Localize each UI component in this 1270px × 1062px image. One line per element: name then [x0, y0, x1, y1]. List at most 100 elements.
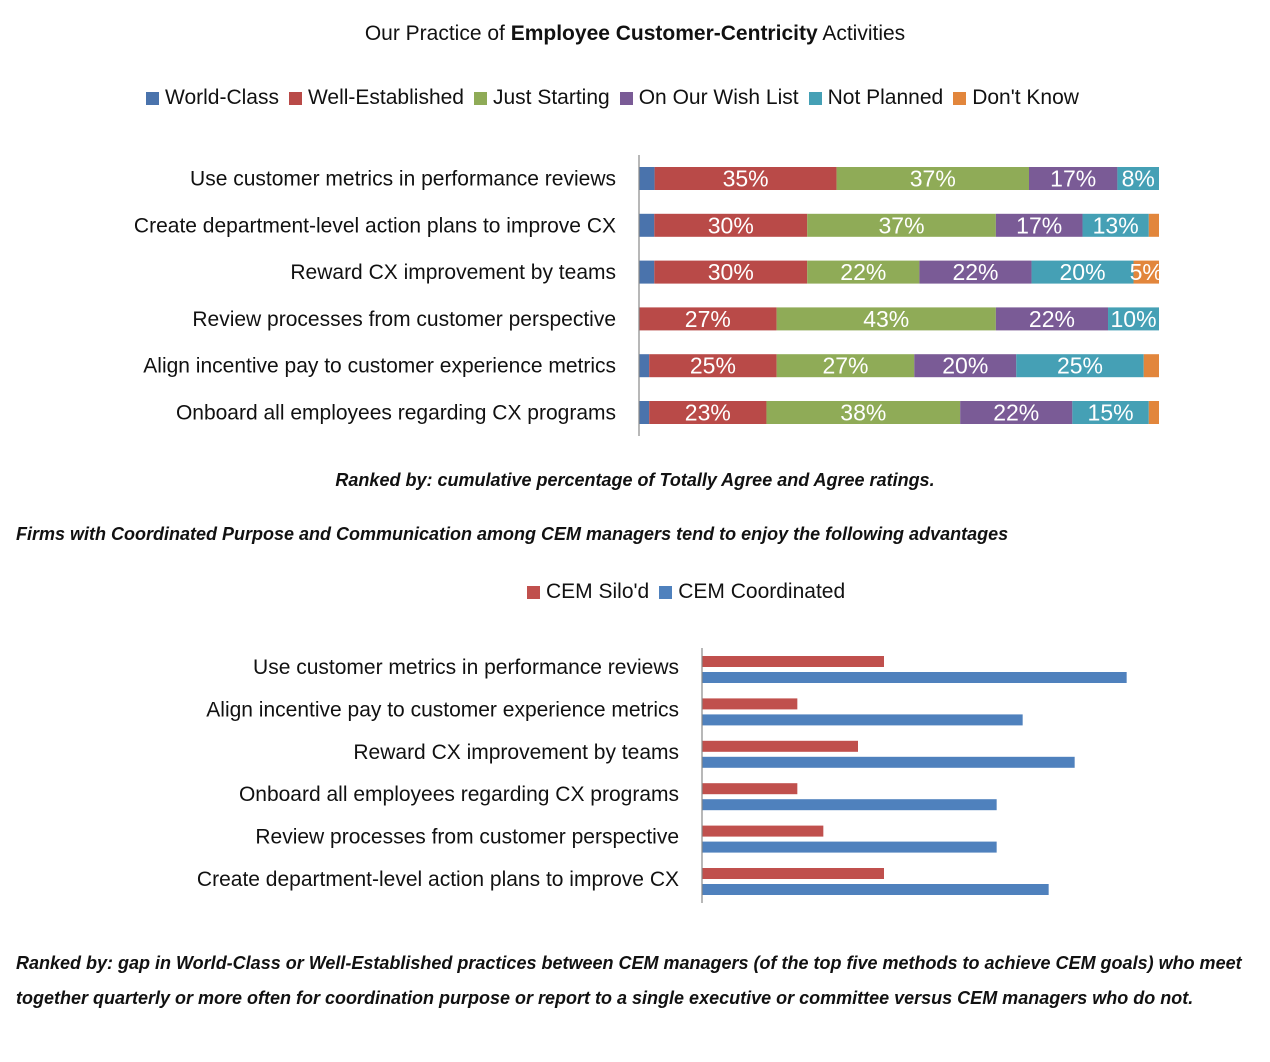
- legend-swatch: [146, 91, 159, 105]
- chart1-bar-segment-don-t-know: [1133, 260, 1159, 284]
- legend-label: CEM Coordinated: [678, 580, 846, 603]
- chart2-category-label: Review processes from customer perspecti…: [255, 826, 679, 849]
- chart1-data-label: 17%: [1050, 166, 1096, 192]
- chart1-bar-segment-well-established: [649, 401, 767, 424]
- chart1-data-label: 30%: [708, 259, 754, 285]
- chart1-data-label: 22%: [952, 259, 998, 285]
- chart2-bar-cem-coordinated: [702, 884, 1049, 895]
- legend-label: On Our Wish List: [638, 86, 799, 109]
- legend-item-well-established: Well-Established: [288, 86, 464, 110]
- legend-item-not-planned: Not Planned: [808, 86, 944, 110]
- chart2-bar-cem-silo-d: [702, 825, 824, 837]
- chart2-legend: CEM Silo'd CEM Coordinated: [527, 580, 855, 604]
- chart1-bar-segment-world-class: [639, 213, 655, 237]
- chart1-data-label: 27%: [822, 353, 868, 379]
- chart2-bar-cem-coordinated: [702, 841, 997, 853]
- chart1-data-label: 30%: [708, 212, 754, 238]
- chart1-bar-segment-don-t-know: [1148, 213, 1159, 237]
- chart1-data-label: 37%: [879, 212, 925, 238]
- chart1-title-bold: Employee Customer-Centricity: [510, 22, 818, 45]
- legend-item-on-our-wish-list: On Our Wish List: [619, 86, 799, 110]
- chart2-bar-cem-silo-d: [702, 740, 858, 752]
- chart1-bar-segment-on-our-wish-list: [995, 213, 1083, 237]
- chart1-data-label: 22%: [1029, 306, 1075, 332]
- chart1-bar-segment-don-t-know: [1143, 354, 1159, 378]
- chart1-data-label: 22%: [840, 259, 886, 285]
- legend-item-world-class: World-Class: [146, 86, 279, 110]
- legend-label: Just Starting: [492, 86, 610, 109]
- chart1-title: Our Practice of Employee Customer-Centri…: [0, 22, 1270, 46]
- chart1-bar-segment-on-our-wish-list: [1029, 167, 1118, 190]
- chart1-bar-segment-world-class: [639, 401, 650, 424]
- chart1-data-label: 38%: [840, 400, 886, 426]
- chart1-bar-segment-just-starting: [766, 401, 961, 424]
- chart1-bar-segment-on-our-wish-list: [995, 307, 1109, 331]
- chart1-bar-segment-on-our-wish-list: [919, 260, 1032, 284]
- legend-label: Not Planned: [827, 86, 944, 109]
- chart1-bar-segment-well-established: [654, 167, 837, 190]
- legend-swatch: [619, 91, 633, 105]
- chart2-category-label: Create department-level action plans to …: [197, 868, 679, 891]
- chart1-category-label: Create department-level action plans to …: [134, 214, 616, 237]
- chart1-ranking-note: Ranked by: cumulative percentage of Tota…: [335, 470, 935, 490]
- chart1-data-label: 10%: [1110, 306, 1156, 332]
- chart1-bar-segment-don-t-know: [1148, 401, 1159, 424]
- chart1-title-prefix: Our Practice of: [364, 22, 511, 45]
- legend-label: World-Class: [165, 86, 279, 109]
- chart1-data-label: 37%: [910, 166, 956, 192]
- legend-label: CEM Silo'd: [546, 580, 650, 603]
- chart1-data-label: 43%: [863, 306, 909, 332]
- legend-label: Well-Established: [307, 86, 464, 109]
- chart1-data-label: 5%: [1130, 259, 1163, 285]
- chart1-bar-segment-just-starting: [807, 213, 996, 237]
- chart1-category-label: Align incentive pay to customer experien…: [143, 355, 616, 378]
- chart1-category-label: Use customer metrics in performance revi…: [190, 168, 616, 191]
- chart2-bar-cem-coordinated: [702, 799, 997, 811]
- legend-swatch: [527, 585, 540, 599]
- chart1-data-label: 17%: [1016, 212, 1062, 238]
- chart2-bar-cem-coordinated: [702, 756, 1075, 768]
- chart2-category-label: Use customer metrics in performance revi…: [253, 656, 679, 679]
- chart1-data-label: 25%: [1057, 353, 1103, 379]
- chart1-data-label: 23%: [685, 400, 731, 426]
- chart1-category-label: Reward CX improvement by teams: [290, 261, 616, 284]
- chart1-bar-segment-not-planned: [1072, 401, 1149, 424]
- chart1-bar-segment-not-planned: [1082, 213, 1149, 237]
- legend-swatch: [808, 91, 822, 105]
- chart2-category-label: Align incentive pay to customer experien…: [206, 698, 679, 721]
- chart1-bar-segment-world-class: [639, 354, 650, 378]
- chart1-data-label: 20%: [942, 353, 988, 379]
- chart1-bar-segment-world-class: [639, 167, 655, 190]
- legend-item-just-starting: Just Starting: [473, 86, 610, 110]
- chart1-bar-segment-well-established: [654, 213, 808, 237]
- chart1-bar-segment-not-planned: [1117, 167, 1159, 190]
- chart1-data-label: 20%: [1060, 259, 1106, 285]
- chart2-category-label: Reward CX improvement by teams: [353, 741, 679, 764]
- chart1-bar-segment-world-class: [639, 260, 655, 284]
- chart1-bar-segment-not-planned: [1031, 260, 1134, 284]
- legend-swatch: [473, 91, 487, 105]
- chart1-bar-segment-not-planned: [1108, 307, 1159, 331]
- chart1-data-label: 8%: [1122, 166, 1155, 192]
- legend-swatch: [953, 91, 967, 105]
- chart1-data-label: 22%: [993, 400, 1039, 426]
- chart1-category-label: Review processes from customer perspecti…: [192, 308, 616, 331]
- chart1-bar-segment-just-starting: [807, 260, 920, 284]
- chart1-data-label: 13%: [1093, 212, 1139, 238]
- chart2-bar-cem-silo-d: [702, 656, 884, 667]
- chart1-bar-segment-on-our-wish-list: [914, 354, 1017, 378]
- legend-swatch: [659, 585, 673, 599]
- chart1-bar-segment-well-established: [639, 307, 777, 331]
- chart1-data-label: 27%: [685, 306, 731, 332]
- chart1-data-label: 35%: [723, 166, 769, 192]
- chart2-ranking-note: Ranked by: gap in World-Class or Well-Es…: [16, 953, 1242, 1008]
- chart1-title-suffix: Activities: [817, 22, 906, 45]
- chart2-bar-cem-silo-d: [702, 868, 884, 879]
- chart1-data-label: 15%: [1088, 400, 1134, 426]
- chart1-bar-segment-not-planned: [1016, 354, 1144, 378]
- chart2-bar-cem-silo-d: [702, 698, 798, 710]
- chart2-category-label: Onboard all employees regarding CX progr…: [239, 783, 679, 806]
- legend-item-cem-silo-d: CEM Silo'd: [527, 580, 649, 604]
- chart1-data-label: 25%: [690, 353, 736, 379]
